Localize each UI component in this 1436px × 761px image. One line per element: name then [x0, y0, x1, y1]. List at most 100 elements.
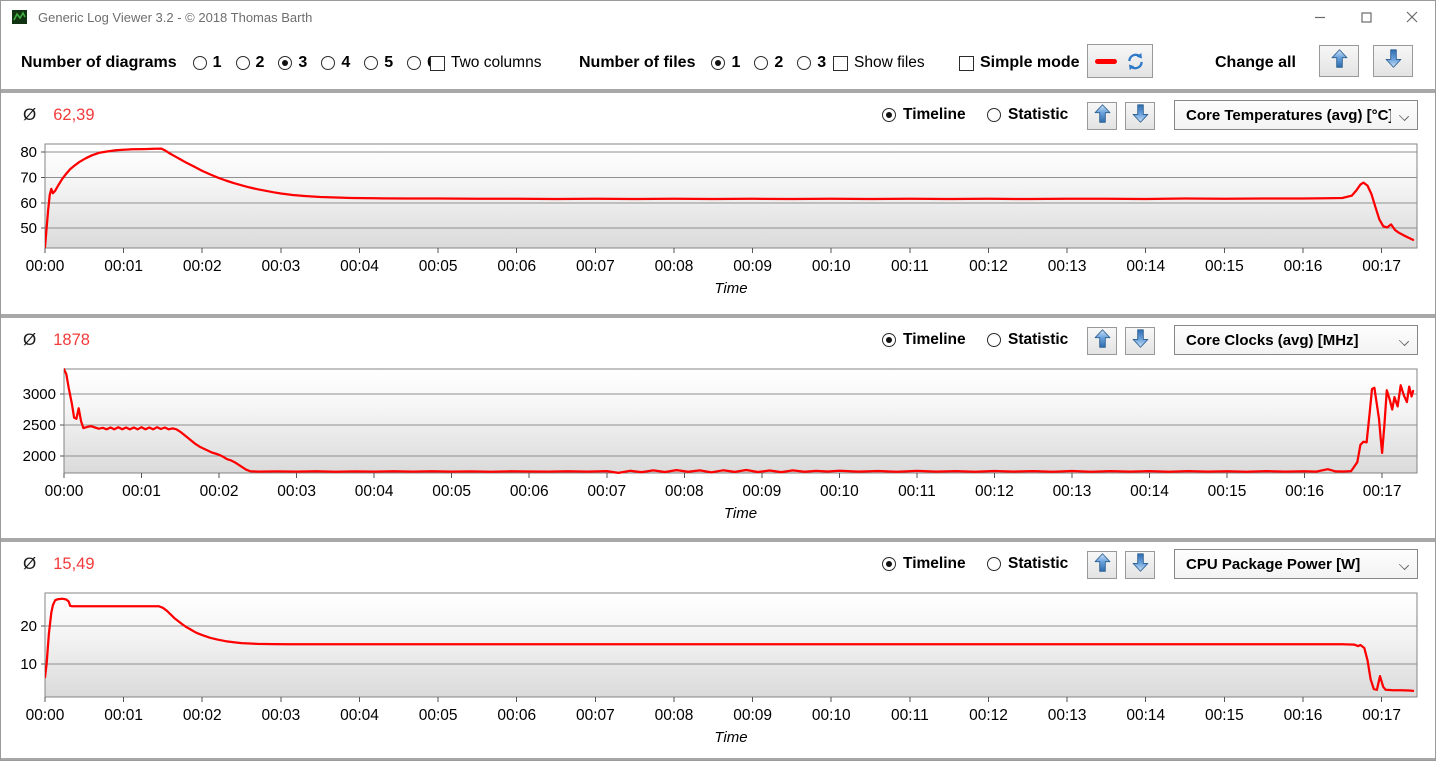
chart-area: 50 60 70 80 00:00 00:01 00:02 00:03 00:04 00:05 00… [1, 141, 1435, 304]
chevron-down-icon [1398, 335, 1410, 347]
line-style-refresh-button[interactable] [1087, 44, 1153, 78]
radio-statistic[interactable]: Statistic [987, 331, 1068, 349]
radio-icon[interactable] [321, 56, 336, 70]
radio-icon-selected[interactable] [882, 557, 896, 571]
radio-diagrams-2[interactable]: 2 [235, 54, 264, 72]
svg-text:00:16: 00:16 [1284, 258, 1323, 275]
checkbox-icon[interactable] [959, 55, 974, 71]
close-button[interactable] [1389, 1, 1435, 33]
change-all-up-button[interactable] [1319, 45, 1359, 77]
panel-header: Ø 62,39 Timeline Statistic Core Temperat… [1, 93, 1435, 141]
svg-text:Time: Time [714, 729, 747, 746]
radio-statistic[interactable]: Statistic [987, 106, 1068, 124]
move-signal-down-button[interactable] [1125, 327, 1155, 355]
average-symbol: Ø [23, 105, 37, 124]
radio-icon[interactable] [987, 108, 1001, 122]
maximize-button[interactable] [1343, 1, 1389, 33]
signal-select-dropdown[interactable]: Core Temperatures (avg) [°C] [1174, 100, 1418, 130]
arrow-down-icon [1130, 552, 1151, 578]
radio-timeline[interactable]: Timeline [882, 555, 966, 573]
svg-text:00:13: 00:13 [1048, 258, 1087, 275]
radio-files-2[interactable]: 2 [754, 54, 783, 72]
svg-text:00:01: 00:01 [122, 483, 161, 500]
radio-files-1[interactable]: 1 [711, 54, 740, 72]
number-of-files-label: Number of files [579, 54, 696, 71]
radio-timeline[interactable]: Timeline [882, 106, 966, 124]
timeline-chart: 10 20 00:00 00:01 00:02 00:03 00:04 00:05 00:06 0… [20, 592, 1418, 746]
svg-text:00:01: 00:01 [104, 707, 143, 724]
svg-text:00:14: 00:14 [1126, 258, 1165, 275]
svg-text:00:15: 00:15 [1205, 258, 1244, 275]
svg-text:00:05: 00:05 [419, 707, 458, 724]
radio-icon-selected[interactable] [711, 56, 726, 70]
arrow-up-icon [1092, 552, 1113, 578]
svg-text:00:07: 00:07 [576, 707, 615, 724]
average-value: 1878 [53, 331, 90, 349]
svg-text:00:12: 00:12 [969, 258, 1008, 275]
svg-text:00:15: 00:15 [1208, 483, 1247, 500]
radio-files-3[interactable]: 3 [797, 54, 826, 72]
radio-icon-selected[interactable] [882, 333, 896, 347]
radio-icon[interactable] [192, 56, 207, 70]
radio-icon[interactable] [235, 56, 250, 70]
move-signal-up-button[interactable] [1087, 327, 1117, 355]
svg-text:00:09: 00:09 [742, 483, 781, 500]
radio-icon[interactable] [364, 56, 379, 70]
radio-icon[interactable] [407, 56, 422, 70]
checkbox-two-columns[interactable]: Two columns [430, 54, 541, 72]
svg-text:00:10: 00:10 [820, 483, 859, 500]
svg-text:00:17: 00:17 [1362, 707, 1401, 724]
svg-text:00:12: 00:12 [975, 483, 1014, 500]
svg-text:80: 80 [20, 144, 37, 161]
checkbox-simple-mode[interactable]: Simple mode [959, 54, 1080, 72]
move-signal-down-button[interactable] [1125, 102, 1155, 130]
svg-text:00:00: 00:00 [26, 258, 65, 275]
signal-select-dropdown[interactable]: Core Clocks (avg) [MHz] [1174, 325, 1418, 355]
svg-text:00:03: 00:03 [277, 483, 316, 500]
svg-text:3000: 3000 [23, 386, 56, 403]
move-signal-up-button[interactable] [1087, 551, 1117, 579]
svg-text:00:00: 00:00 [45, 483, 84, 500]
checkbox-icon[interactable] [833, 55, 848, 71]
radio-diagrams-4[interactable]: 4 [321, 54, 350, 72]
checkbox-show-files[interactable]: Show files [833, 54, 925, 72]
average-readout: Ø 1878 [23, 330, 90, 350]
svg-text:00:08: 00:08 [655, 707, 694, 724]
arrow-up-icon [1092, 103, 1113, 129]
toolbar: Number of diagrams 1 2 3 4 5 6 Two colum… [1, 39, 1435, 87]
radio-statistic[interactable]: Statistic [987, 555, 1068, 573]
svg-text:00:06: 00:06 [497, 258, 536, 275]
svg-text:00:12: 00:12 [969, 707, 1008, 724]
radio-timeline[interactable]: Timeline [882, 331, 966, 349]
radio-icon[interactable] [797, 56, 812, 70]
change-all-down-button[interactable] [1373, 45, 1413, 77]
change-all-label: Change all [1215, 54, 1296, 71]
app-icon [12, 9, 27, 24]
minimize-button[interactable] [1297, 1, 1343, 33]
window-bottom-edge [1, 758, 1435, 760]
radio-diagrams-5[interactable]: 5 [364, 54, 393, 72]
svg-text:00:07: 00:07 [587, 483, 626, 500]
checkbox-icon[interactable] [430, 55, 445, 71]
radio-icon[interactable] [987, 557, 1001, 571]
average-value: 62,39 [53, 106, 95, 124]
svg-text:50: 50 [20, 220, 37, 237]
svg-text:00:15: 00:15 [1205, 707, 1244, 724]
radio-icon-selected[interactable] [278, 56, 293, 70]
average-readout: Ø 15,49 [23, 554, 95, 574]
radio-icon[interactable] [754, 56, 769, 70]
move-signal-down-button[interactable] [1125, 551, 1155, 579]
radio-icon[interactable] [987, 333, 1001, 347]
radio-diagrams-1[interactable]: 1 [192, 54, 222, 72]
svg-text:00:01: 00:01 [104, 258, 143, 275]
svg-text:60: 60 [20, 195, 37, 212]
radio-diagrams-3[interactable]: 3 [278, 54, 307, 72]
svg-text:00:08: 00:08 [665, 483, 704, 500]
radio-icon-selected[interactable] [882, 108, 896, 122]
move-signal-up-button[interactable] [1087, 102, 1117, 130]
average-readout: Ø 62,39 [23, 105, 95, 125]
svg-text:00:10: 00:10 [812, 707, 851, 724]
svg-text:00:13: 00:13 [1048, 707, 1087, 724]
signal-select-dropdown[interactable]: CPU Package Power [W] [1174, 549, 1418, 579]
